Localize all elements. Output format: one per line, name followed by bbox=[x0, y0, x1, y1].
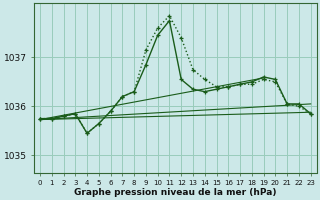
X-axis label: Graphe pression niveau de la mer (hPa): Graphe pression niveau de la mer (hPa) bbox=[74, 188, 276, 197]
